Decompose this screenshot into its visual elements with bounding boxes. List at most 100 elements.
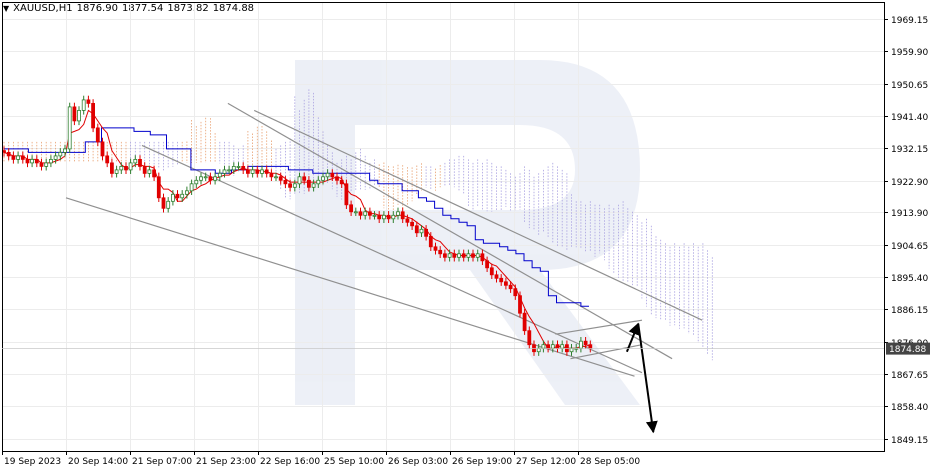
candle-67 xyxy=(316,176,321,188)
candle-body-93 xyxy=(438,249,443,255)
candle-51 xyxy=(241,162,246,174)
candle-78 xyxy=(367,207,372,220)
candle-body-86 xyxy=(405,218,410,223)
candle-111 xyxy=(522,309,527,335)
candle-57 xyxy=(269,169,274,181)
candle-body-3 xyxy=(16,155,21,160)
candle-83 xyxy=(391,211,396,223)
candle-55 xyxy=(260,165,264,178)
candle-body-67 xyxy=(316,179,321,185)
candle-44 xyxy=(208,172,213,185)
candle-body-25 xyxy=(119,165,124,171)
candle-107 xyxy=(503,277,508,290)
candle-34 xyxy=(161,193,166,213)
y-tick-label-8: 1895.40 xyxy=(891,274,928,284)
candle-body-4 xyxy=(20,155,25,160)
candle-84 xyxy=(396,207,400,220)
candle-body-95 xyxy=(447,253,452,258)
candle-54 xyxy=(255,165,260,178)
candle-body-16 xyxy=(77,110,81,122)
forecast-arrows xyxy=(625,322,658,434)
current-price-box xyxy=(886,342,930,355)
price-axis[interactable]: 1969.15 1959.90 1950.65 1941.40 1932.15 1922.… xyxy=(884,16,928,446)
candle-body-97 xyxy=(457,253,461,258)
candle-body-83 xyxy=(391,214,396,220)
candle-124 xyxy=(583,337,588,349)
candle-body-103 xyxy=(485,260,490,269)
candle-body-19 xyxy=(91,103,95,129)
candle-19 xyxy=(91,99,95,133)
candle-body-54 xyxy=(255,169,260,174)
candle-4 xyxy=(20,151,25,164)
candle-body-85 xyxy=(400,211,405,220)
close-value: 1874.88 xyxy=(212,3,255,14)
candle-body-56 xyxy=(264,169,269,174)
candle-46 xyxy=(217,169,222,181)
candle-body-57 xyxy=(269,172,274,178)
candle-109 xyxy=(513,284,518,300)
candle-body-71 xyxy=(335,176,339,181)
candle-6 xyxy=(30,155,35,168)
candle-body-28 xyxy=(133,158,138,164)
arrow-down xyxy=(637,323,658,434)
grid xyxy=(2,2,884,451)
candle-body-110 xyxy=(518,295,522,314)
collapse-triangle-icon[interactable]: ▼ xyxy=(3,4,10,13)
candle-81 xyxy=(381,211,386,223)
candle-7 xyxy=(34,155,39,168)
candle-body-6 xyxy=(30,158,35,164)
plot-border xyxy=(2,2,885,452)
candle-body-18 xyxy=(86,99,91,104)
candle-71 xyxy=(335,172,339,185)
candle-body-26 xyxy=(124,165,128,171)
candle-3 xyxy=(16,151,21,164)
candle-60 xyxy=(283,176,288,188)
y-tick-label-0: 1969.15 xyxy=(891,16,928,26)
candle-39 xyxy=(184,186,189,199)
candle-72 xyxy=(339,176,344,188)
candle-27 xyxy=(128,158,133,174)
candle-body-82 xyxy=(386,214,391,220)
candle-2 xyxy=(11,151,16,164)
candle-body-9 xyxy=(44,162,49,167)
flag-upper xyxy=(555,319,643,335)
x-tick-label-2: 21 Sep 07:00 xyxy=(132,457,192,467)
candle-10 xyxy=(49,155,53,168)
trend-lines[interactable] xyxy=(65,102,703,377)
candle-43 xyxy=(203,172,208,181)
candle-24 xyxy=(114,165,119,178)
candle-49 xyxy=(231,162,236,174)
candle-103 xyxy=(485,256,490,272)
candle-body-78 xyxy=(367,211,372,216)
candle-body-52 xyxy=(245,169,250,174)
candle-body-117 xyxy=(550,344,555,349)
candle-body-87 xyxy=(410,221,415,227)
candle-body-60 xyxy=(283,179,288,185)
candle-body-72 xyxy=(339,179,344,185)
y-tick-label-4: 1932.15 xyxy=(891,145,928,155)
candle-104 xyxy=(489,263,494,279)
candle-37 xyxy=(175,190,180,202)
candle-body-12 xyxy=(58,151,63,157)
y-tick-label-12: 1858.40 xyxy=(891,403,928,413)
tenkan-polyline xyxy=(3,109,591,349)
candle-body-65 xyxy=(306,179,311,188)
candle-body-81 xyxy=(381,214,386,220)
candle-76 xyxy=(358,207,363,220)
time-axis[interactable]: 19 Sep 2023 20 Sep 14:00 21 Sep 07:00 21 Se… xyxy=(2,451,641,467)
candle-94 xyxy=(442,249,447,262)
candle-100 xyxy=(471,249,475,262)
candle-69 xyxy=(325,169,330,181)
x-tick-label-9: 28 Sep 05:00 xyxy=(580,457,640,467)
candle-body-124 xyxy=(583,340,588,346)
candle-body-88 xyxy=(414,225,419,234)
candle-body-112 xyxy=(527,330,532,346)
candle-99 xyxy=(466,249,471,262)
candle-body-36 xyxy=(170,193,175,202)
candle-body-101 xyxy=(475,253,480,258)
candle-70 xyxy=(330,169,335,181)
candle-body-61 xyxy=(288,183,293,188)
candle-22 xyxy=(105,151,110,168)
candle-1 xyxy=(6,148,11,161)
